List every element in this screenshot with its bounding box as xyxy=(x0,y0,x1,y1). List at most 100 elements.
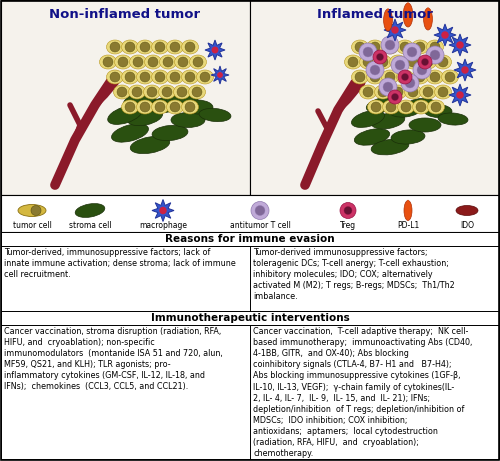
Ellipse shape xyxy=(360,55,376,69)
Text: Non-inflamed tumor: Non-inflamed tumor xyxy=(50,8,201,21)
Circle shape xyxy=(31,206,41,215)
Circle shape xyxy=(418,55,432,69)
Circle shape xyxy=(370,72,380,82)
Circle shape xyxy=(417,65,427,75)
Ellipse shape xyxy=(171,112,205,128)
Circle shape xyxy=(416,102,426,112)
Circle shape xyxy=(140,72,150,82)
Circle shape xyxy=(125,42,135,52)
Ellipse shape xyxy=(148,97,182,113)
Circle shape xyxy=(371,102,381,112)
Circle shape xyxy=(438,87,448,97)
Ellipse shape xyxy=(122,100,138,114)
Ellipse shape xyxy=(374,85,392,99)
Ellipse shape xyxy=(136,40,154,54)
Circle shape xyxy=(163,57,173,67)
Circle shape xyxy=(218,73,222,77)
Ellipse shape xyxy=(152,125,188,141)
Circle shape xyxy=(391,56,409,74)
Circle shape xyxy=(413,61,431,79)
Ellipse shape xyxy=(390,85,406,99)
Circle shape xyxy=(385,72,395,82)
Text: macrophage: macrophage xyxy=(139,221,187,230)
Circle shape xyxy=(405,78,415,88)
Text: Tumor-derived, immunosuppressive factors; lack of
innate immune activation; dens: Tumor-derived, immunosuppressive factors… xyxy=(4,248,236,279)
Ellipse shape xyxy=(166,100,184,114)
Ellipse shape xyxy=(188,85,206,99)
Ellipse shape xyxy=(396,70,413,84)
Text: Tumor-derived immunosuppressive factors;
toleragenic DCs; T-cell anergy; T-cell : Tumor-derived immunosuppressive factors;… xyxy=(253,248,455,301)
Ellipse shape xyxy=(352,111,384,128)
Ellipse shape xyxy=(371,113,405,129)
Ellipse shape xyxy=(412,40,428,54)
Ellipse shape xyxy=(374,55,392,69)
Ellipse shape xyxy=(344,55,362,69)
Polygon shape xyxy=(454,59,476,81)
Text: Cancer vaccination, stroma disruption (radiation, RFA,
HIFU, and  cryoablation);: Cancer vaccination, stroma disruption (r… xyxy=(4,327,223,391)
Circle shape xyxy=(162,87,172,97)
Ellipse shape xyxy=(144,85,160,99)
Text: stroma cell: stroma cell xyxy=(68,221,112,230)
Polygon shape xyxy=(152,200,174,221)
Polygon shape xyxy=(434,24,456,46)
Ellipse shape xyxy=(136,70,154,84)
Circle shape xyxy=(170,102,180,112)
Ellipse shape xyxy=(442,70,458,84)
Circle shape xyxy=(193,57,203,67)
Circle shape xyxy=(132,87,142,97)
Circle shape xyxy=(155,102,165,112)
Circle shape xyxy=(340,202,356,219)
Polygon shape xyxy=(405,2,411,8)
Circle shape xyxy=(170,42,180,52)
Circle shape xyxy=(125,72,135,82)
Circle shape xyxy=(363,47,373,57)
Circle shape xyxy=(430,50,440,60)
Circle shape xyxy=(378,57,388,67)
Polygon shape xyxy=(386,8,390,13)
Ellipse shape xyxy=(456,206,478,215)
Circle shape xyxy=(355,42,365,52)
Circle shape xyxy=(140,42,150,52)
Text: Immunotherapeutic interventions: Immunotherapeutic interventions xyxy=(150,313,350,323)
Ellipse shape xyxy=(114,85,130,99)
Circle shape xyxy=(401,102,411,112)
Circle shape xyxy=(398,70,412,84)
Circle shape xyxy=(395,60,405,70)
Bar xyxy=(1,0,250,195)
Circle shape xyxy=(423,57,433,67)
Circle shape xyxy=(403,43,421,61)
Ellipse shape xyxy=(152,40,168,54)
Ellipse shape xyxy=(182,100,198,114)
Ellipse shape xyxy=(384,9,392,31)
Ellipse shape xyxy=(391,130,425,144)
Ellipse shape xyxy=(196,70,214,84)
Circle shape xyxy=(185,102,195,112)
Ellipse shape xyxy=(371,139,409,155)
Circle shape xyxy=(373,50,387,64)
Circle shape xyxy=(383,82,393,92)
Circle shape xyxy=(363,87,373,97)
Circle shape xyxy=(355,72,365,82)
Ellipse shape xyxy=(100,55,116,69)
Ellipse shape xyxy=(366,70,384,84)
Circle shape xyxy=(155,42,165,52)
Ellipse shape xyxy=(404,201,412,220)
Bar xyxy=(1,246,499,311)
Ellipse shape xyxy=(128,108,162,126)
Circle shape xyxy=(438,57,448,67)
Ellipse shape xyxy=(366,40,384,54)
Ellipse shape xyxy=(424,105,452,118)
Circle shape xyxy=(117,87,127,97)
Circle shape xyxy=(348,57,358,67)
Circle shape xyxy=(457,42,463,48)
Ellipse shape xyxy=(136,100,154,114)
Ellipse shape xyxy=(412,70,428,84)
Ellipse shape xyxy=(174,55,192,69)
Ellipse shape xyxy=(434,55,452,69)
Ellipse shape xyxy=(122,40,138,54)
Ellipse shape xyxy=(420,55,436,69)
Circle shape xyxy=(155,72,165,82)
Circle shape xyxy=(200,72,210,82)
Text: antitumor T cell: antitumor T cell xyxy=(230,221,290,230)
Circle shape xyxy=(110,72,120,82)
